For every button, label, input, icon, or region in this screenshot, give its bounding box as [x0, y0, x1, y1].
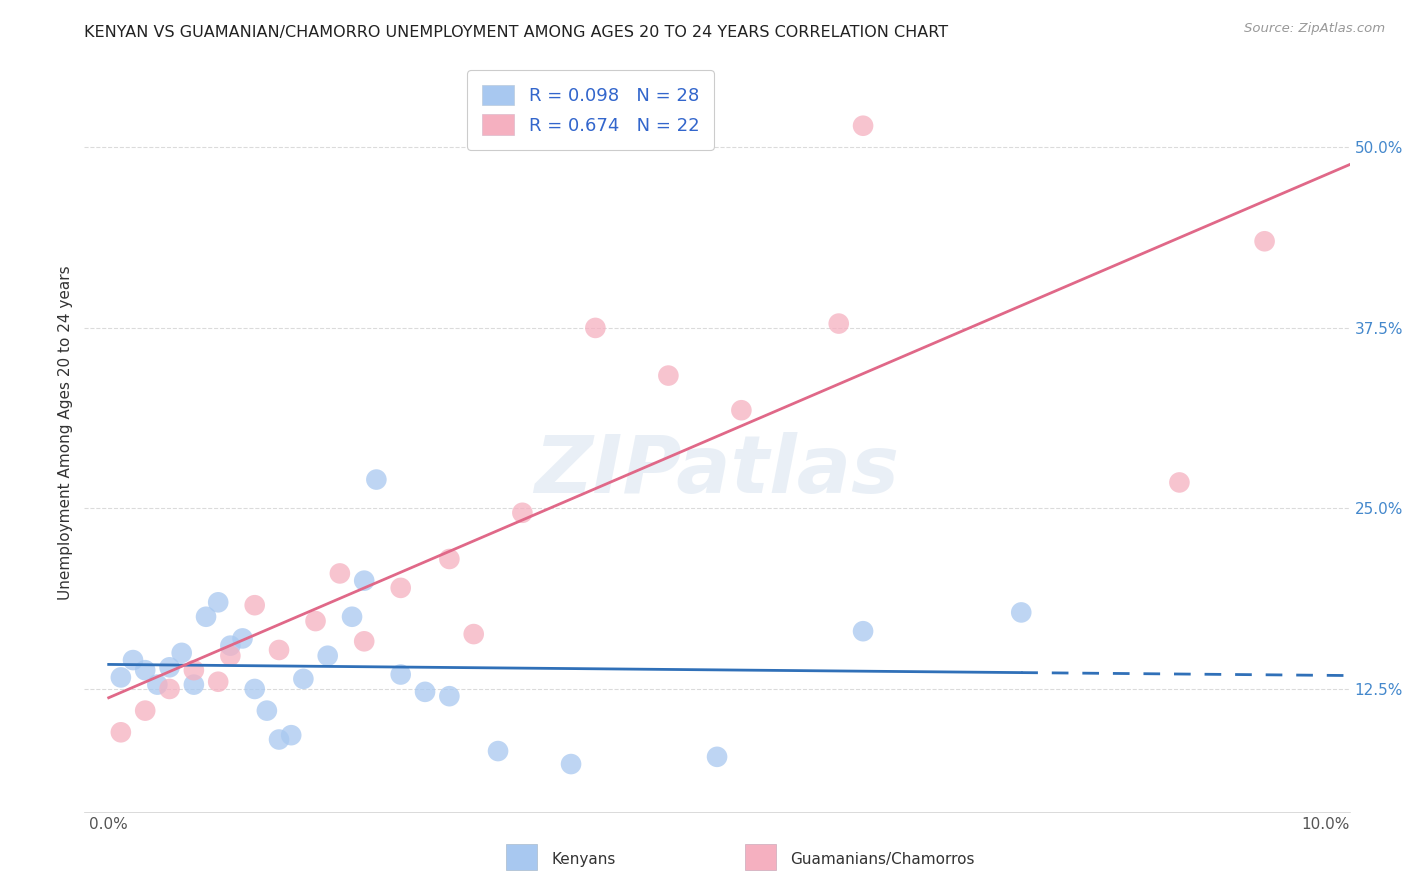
Point	[560, 757, 582, 772]
Point	[657, 368, 679, 383]
Point	[852, 624, 875, 639]
Point	[159, 660, 181, 674]
Point	[122, 653, 145, 667]
Legend: R = 0.098   N = 28, R = 0.674   N = 22: R = 0.098 N = 28, R = 0.674 N = 22	[467, 70, 714, 150]
Point	[439, 689, 461, 703]
Point	[159, 681, 181, 696]
Point	[340, 609, 363, 624]
Text: ZIPatlas: ZIPatlas	[534, 432, 900, 509]
Text: Guamanians/Chamorros: Guamanians/Chamorros	[790, 853, 974, 867]
Point	[110, 670, 132, 684]
Point	[195, 609, 218, 624]
Point	[1253, 234, 1275, 248]
Point	[134, 704, 156, 718]
Point	[366, 473, 388, 487]
Point	[583, 321, 606, 335]
Point	[146, 678, 169, 692]
Point	[353, 574, 375, 588]
Point	[231, 632, 254, 646]
Point	[329, 566, 352, 581]
Point	[134, 663, 156, 677]
Point	[389, 667, 412, 681]
Point	[353, 634, 375, 648]
Point	[1010, 606, 1032, 620]
Point	[280, 728, 302, 742]
Point	[267, 643, 290, 657]
Point	[183, 678, 205, 692]
Point	[207, 595, 229, 609]
Point	[389, 581, 412, 595]
Point	[183, 663, 205, 677]
Point	[706, 749, 728, 764]
Point	[110, 725, 132, 739]
Point	[852, 119, 875, 133]
Y-axis label: Unemployment Among Ages 20 to 24 years: Unemployment Among Ages 20 to 24 years	[58, 265, 73, 600]
Point	[170, 646, 193, 660]
Point	[512, 506, 534, 520]
Point	[1168, 475, 1191, 490]
Point	[304, 614, 326, 628]
Point	[292, 672, 315, 686]
Point	[243, 598, 266, 612]
Point	[439, 552, 461, 566]
Point	[256, 704, 278, 718]
Point	[486, 744, 509, 758]
Point	[219, 648, 242, 663]
Text: Kenyans: Kenyans	[551, 853, 616, 867]
Point	[730, 403, 752, 417]
Point	[219, 639, 242, 653]
Point	[828, 317, 851, 331]
Point	[413, 685, 436, 699]
Text: Source: ZipAtlas.com: Source: ZipAtlas.com	[1244, 22, 1385, 36]
Point	[243, 681, 266, 696]
Text: KENYAN VS GUAMANIAN/CHAMORRO UNEMPLOYMENT AMONG AGES 20 TO 24 YEARS CORRELATION : KENYAN VS GUAMANIAN/CHAMORRO UNEMPLOYMEN…	[84, 25, 949, 40]
Point	[463, 627, 485, 641]
Point	[207, 674, 229, 689]
Point	[316, 648, 339, 663]
Point	[267, 732, 290, 747]
